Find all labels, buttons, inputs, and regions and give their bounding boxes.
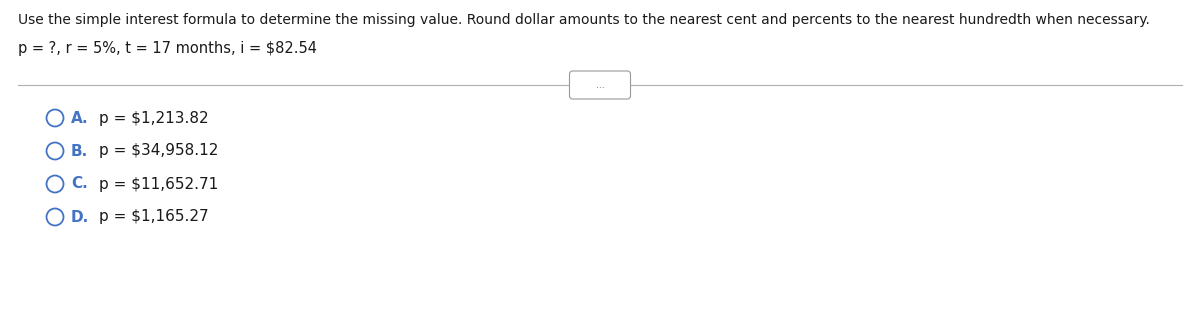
FancyBboxPatch shape [570,71,630,99]
Text: p = $1,165.27: p = $1,165.27 [100,210,209,224]
Text: p = $1,213.82: p = $1,213.82 [100,110,209,126]
Text: p = ?, r = 5%, t = 17 months, i = $82.54: p = ?, r = 5%, t = 17 months, i = $82.54 [18,41,317,56]
Text: A.: A. [71,110,89,126]
Text: p = $34,958.12: p = $34,958.12 [100,143,218,159]
Circle shape [47,175,64,193]
Text: p = $11,652.71: p = $11,652.71 [100,176,218,192]
Text: D.: D. [71,210,89,224]
Text: ...: ... [595,80,605,89]
Text: C.: C. [71,176,88,192]
Text: B.: B. [71,143,89,159]
Circle shape [47,142,64,160]
Circle shape [47,109,64,127]
Text: Use the simple interest formula to determine the missing value. Round dollar amo: Use the simple interest formula to deter… [18,13,1150,27]
Circle shape [47,209,64,225]
